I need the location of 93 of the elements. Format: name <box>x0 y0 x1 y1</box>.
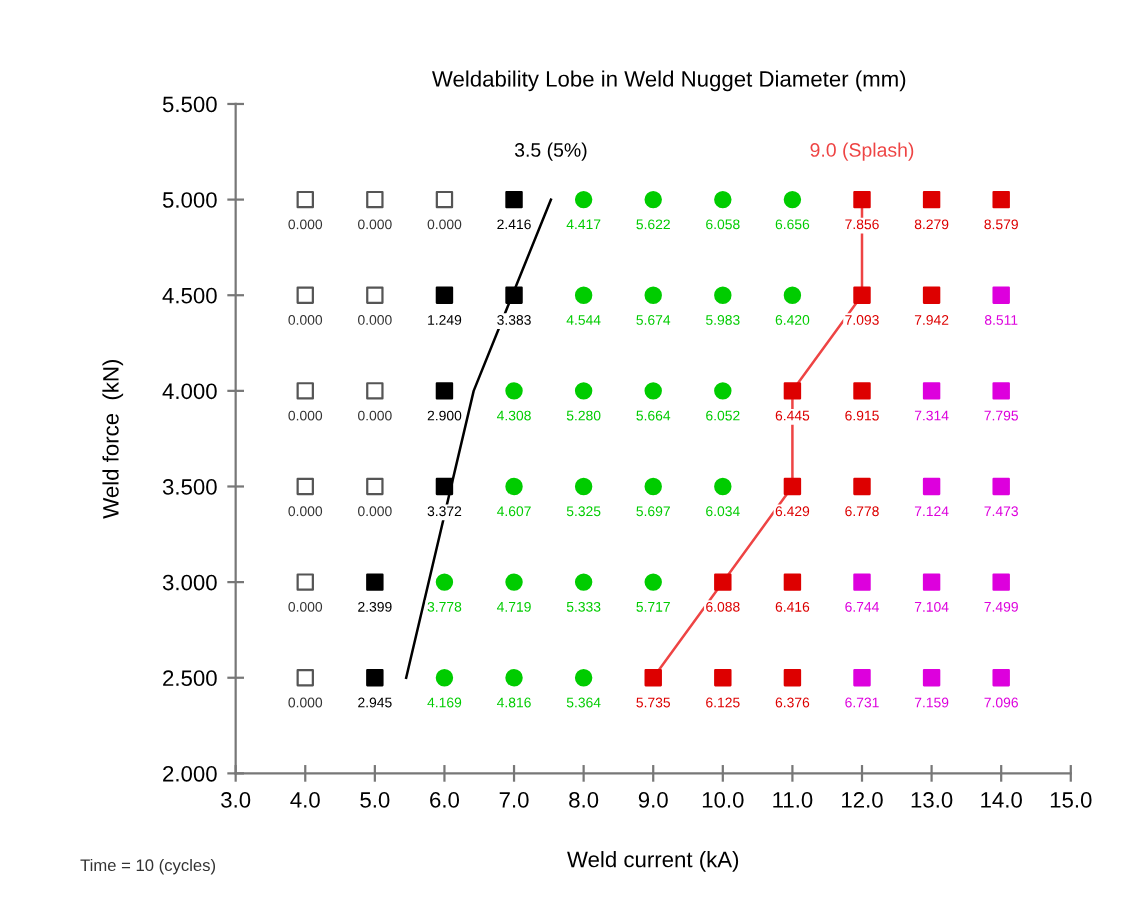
point <box>922 477 941 496</box>
point <box>435 286 454 304</box>
point <box>435 573 454 591</box>
point <box>992 669 1010 687</box>
point <box>366 669 384 687</box>
point <box>644 190 662 209</box>
point <box>714 573 732 591</box>
point <box>853 382 871 400</box>
point <box>366 477 384 496</box>
point <box>505 669 523 687</box>
text: Time = 10 (cycles) <box>80 858 216 875</box>
point <box>505 190 523 209</box>
point <box>853 669 871 687</box>
point <box>992 573 1010 591</box>
x-tick-label: 5.0 <box>360 792 390 808</box>
point <box>853 573 871 591</box>
point <box>922 669 941 687</box>
point <box>992 286 1010 304</box>
point <box>296 382 314 400</box>
point <box>853 477 871 496</box>
point <box>644 573 662 591</box>
x-tick-label: 8.0 <box>569 792 599 808</box>
x-axis-title: Weld current (kA) <box>567 851 739 872</box>
point <box>992 190 1010 209</box>
point <box>574 669 593 687</box>
point <box>783 669 802 687</box>
point <box>296 286 314 304</box>
point <box>296 477 314 496</box>
point <box>644 477 662 496</box>
point <box>435 382 454 400</box>
x-tick-label: 6.0 <box>430 792 460 808</box>
y-tick-label: 2.000 <box>163 765 217 782</box>
y-axis-title: Weld force (kN) <box>102 359 124 519</box>
y-tick-label: 5.500 <box>162 96 217 113</box>
x-tick-label: 13.0 <box>911 792 953 808</box>
point <box>366 286 384 304</box>
text: 9.0 (Splash) <box>810 142 914 161</box>
text: 3.5 (5%) <box>514 142 587 161</box>
x-tick-label: 9.0 <box>638 792 668 808</box>
point <box>853 190 871 209</box>
point <box>296 669 314 687</box>
point <box>505 573 523 591</box>
point <box>644 382 662 400</box>
point <box>505 477 523 496</box>
y-tick-label: 5.000 <box>162 192 217 208</box>
point <box>366 190 384 209</box>
point <box>644 669 662 687</box>
point <box>574 477 593 496</box>
point <box>922 286 941 304</box>
point <box>714 477 732 496</box>
point <box>922 573 941 591</box>
point <box>574 573 593 591</box>
point <box>992 382 1010 400</box>
point <box>783 573 802 591</box>
point <box>296 190 314 209</box>
x-tick-label: 4.0 <box>290 792 320 808</box>
point <box>644 286 662 304</box>
point <box>574 190 593 209</box>
point <box>574 382 593 400</box>
x-tick-label: 12.0 <box>842 792 883 808</box>
point <box>574 286 593 304</box>
point <box>783 286 802 304</box>
x-tick-label: 3.0 <box>221 792 251 808</box>
x-tick-label: 11.0 <box>773 792 813 808</box>
point <box>992 477 1010 496</box>
point <box>714 190 732 209</box>
point <box>435 190 454 209</box>
point <box>435 669 454 687</box>
point <box>296 573 314 591</box>
x-tick-label: 7.0 <box>499 792 529 808</box>
point <box>714 286 732 304</box>
point <box>366 573 384 591</box>
y-tick-label: 3.500 <box>162 479 217 495</box>
point <box>783 190 802 209</box>
y-tick-label: 4.000 <box>162 383 217 400</box>
point <box>505 286 523 304</box>
point <box>783 382 802 400</box>
point <box>435 477 454 496</box>
chart-title: Weldability Lobe in Weld Nugget Diameter (mm) <box>432 70 906 92</box>
point <box>853 286 871 304</box>
point <box>922 382 941 400</box>
point <box>714 382 732 400</box>
point <box>783 477 802 496</box>
point <box>714 669 732 687</box>
point <box>505 382 523 400</box>
point <box>922 190 941 209</box>
y-tick-label: 4.500 <box>162 287 217 304</box>
x-tick-label: 10.0 <box>702 792 744 808</box>
x-tick-label: 15.0 <box>1050 792 1092 808</box>
y-tick-label: 2.500 <box>163 670 217 687</box>
x-tick-label: 14.0 <box>981 792 1022 808</box>
point <box>366 382 384 400</box>
y-tick-label: 3.000 <box>162 574 217 591</box>
